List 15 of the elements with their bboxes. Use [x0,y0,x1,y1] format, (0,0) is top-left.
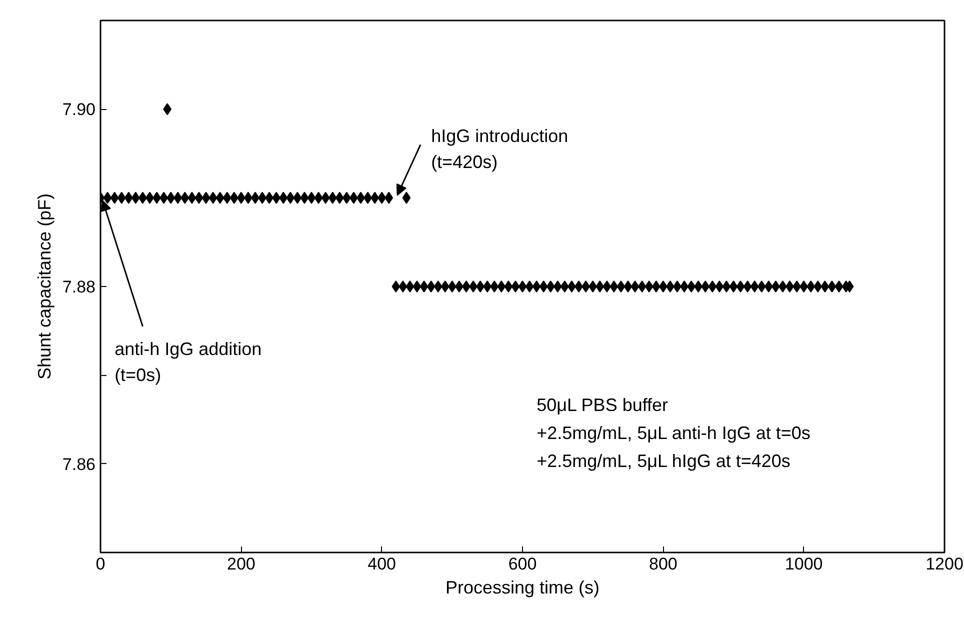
y-tick-label: 7.86 [62,454,96,474]
x-axis-title: Processing time (s) [445,578,600,598]
annotation: hIgG introduction (t=420s) [431,126,568,172]
x-tick-label: 1000 [784,554,823,574]
x-tick-label: 0 [96,554,106,574]
x-tick-label: 400 [368,554,396,574]
x-tick-label: 600 [508,554,537,574]
x-tick-label: 800 [648,554,678,574]
x-tick-label: 200 [226,554,256,574]
y-tick-label: 7.90 [62,100,96,120]
y-axis-title: Shunt capacitance (pF) [34,193,54,380]
x-tick-label: 1200 [926,554,964,574]
annotation: anti-h IgG addition (t=0s) [114,338,262,385]
y-tick-label: 7.88 [62,278,96,296]
annotation: 50μL PBS buffer +2.5mg/mL, 5μL anti-h IgG at t=0s +2.5mg/mL, 5μL hIgG at t=420s [536,394,810,471]
